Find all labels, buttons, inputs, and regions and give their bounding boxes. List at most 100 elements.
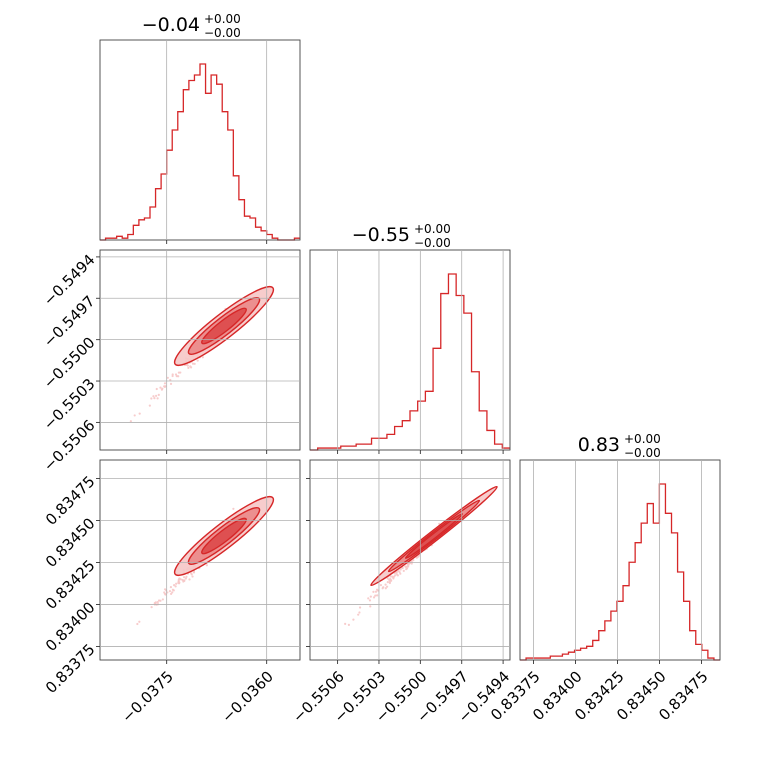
sample-point [171, 374, 174, 378]
axes-layer: −0.0375 −0.0360 −0.5506−0.5503−0.5500−0.54… [40, 39, 721, 727]
sample-point [156, 600, 159, 604]
sample-point [152, 395, 155, 398]
sample-point [156, 397, 159, 400]
title-param-0: −0.04 [142, 14, 200, 36]
sample-point [374, 594, 377, 597]
title-param-0-upper: +0.00 [204, 12, 241, 26]
sample-point [402, 569, 405, 573]
sample-point [185, 363, 188, 367]
sample-point [390, 579, 393, 582]
histogram-panel-1 [309, 249, 511, 451]
sample-point [386, 580, 389, 584]
panel-frame [519, 459, 721, 661]
x-tick-label: −0.0375 [118, 668, 177, 727]
sample-point [405, 567, 409, 570]
sample-point [374, 590, 378, 593]
scatter-panel-2-0 [99, 459, 301, 661]
sample-point [171, 591, 174, 594]
title-param-2-upper: +0.00 [624, 432, 661, 446]
sample-point [177, 578, 180, 582]
sample-point [395, 573, 399, 576]
sample-point [163, 591, 166, 594]
sample-point [376, 594, 379, 597]
sample-point [169, 586, 173, 589]
sample-point [196, 359, 199, 362]
sample-point [138, 412, 141, 415]
sample-point [169, 592, 173, 596]
title-param-0-lower: −0.00 [204, 26, 241, 40]
sample-point [177, 581, 180, 585]
sample-point [150, 397, 153, 400]
sample-point [368, 599, 372, 602]
sample-point [232, 507, 235, 510]
sample-point [372, 596, 376, 599]
histogram-line-0 [100, 63, 300, 241]
sample-point [136, 622, 139, 626]
title-param-1: −0.55 [352, 224, 410, 246]
sample-point [187, 366, 190, 370]
sample-point [407, 565, 410, 568]
panel-frame [99, 459, 301, 661]
sample-point [172, 589, 175, 592]
x-tick-label: −0.0360 [218, 668, 277, 727]
sample-point [379, 584, 383, 587]
sample-point [155, 394, 158, 397]
sample-point [160, 388, 164, 391]
sample-point [192, 571, 196, 574]
sample-point [404, 565, 407, 568]
sample-point [392, 575, 396, 578]
histogram-line-2 [520, 483, 720, 661]
sample-point [417, 555, 420, 558]
sample-point [352, 618, 355, 621]
sample-point [129, 420, 132, 423]
sample-point [344, 622, 347, 625]
sample-point [388, 581, 392, 585]
sample-point [166, 376, 169, 379]
sample-point [157, 393, 160, 396]
sample-point [401, 567, 404, 570]
title-param-1-lower: −0.00 [414, 236, 451, 250]
contour-level-2 [404, 513, 464, 559]
sample-point [163, 385, 167, 389]
sample-point [159, 599, 162, 602]
sample-point [385, 585, 389, 588]
sample-point [133, 414, 136, 417]
scatter-panel-2-1 [309, 459, 511, 661]
histogram-panel-0 [99, 39, 301, 241]
sample-point [386, 577, 389, 580]
title-param-2-lower: −0.00 [624, 446, 661, 460]
sample-point [382, 586, 385, 589]
sample-point [347, 623, 350, 627]
sample-point [161, 598, 164, 601]
sample-point [150, 606, 153, 609]
sample-point [384, 587, 387, 590]
sample-point [155, 387, 158, 391]
sample-point [174, 373, 178, 376]
panel-frame [99, 39, 301, 241]
panel-frame [309, 249, 511, 451]
sample-point [171, 373, 174, 376]
sample-point [183, 579, 186, 582]
sample-point [148, 404, 151, 407]
sample-point [177, 371, 181, 374]
sample-point [399, 572, 402, 575]
sample-point [369, 595, 372, 598]
sample-point [389, 577, 392, 580]
sample-point [357, 613, 360, 616]
histogram-line-1 [310, 273, 510, 451]
contour-level-2 [201, 517, 247, 555]
sample-point [190, 572, 193, 575]
sample-point [175, 582, 178, 585]
sample-point [169, 382, 173, 385]
sample-point [183, 576, 186, 579]
sample-point [169, 378, 172, 382]
title-param-1-upper: +0.00 [414, 222, 451, 236]
sample-point [185, 575, 188, 578]
panel-frame [99, 249, 301, 451]
contour-level-2 [201, 307, 247, 345]
sample-point [191, 575, 194, 578]
sample-point [138, 620, 141, 623]
sample-point [175, 375, 178, 378]
title-param-2: 0.83 [578, 434, 620, 456]
